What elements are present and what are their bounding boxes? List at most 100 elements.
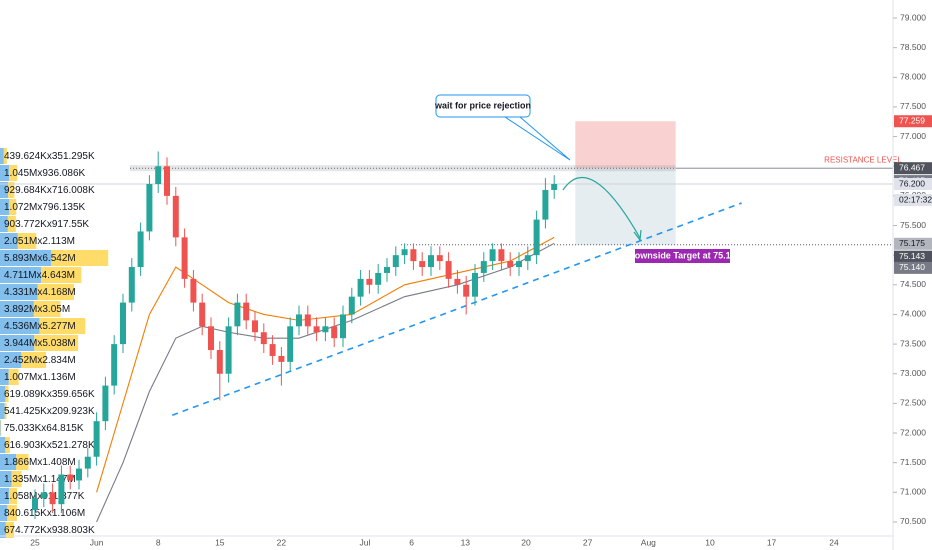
x-tick-label: Aug <box>641 537 656 547</box>
candle-body <box>49 492 56 505</box>
price-label-bg <box>894 115 932 128</box>
candle-body <box>304 314 311 327</box>
profile-sell <box>11 471 22 487</box>
y-tick-label: 77.500 <box>900 101 926 111</box>
candle-body <box>419 261 426 268</box>
profile-label: 840.615Kx1.106M <box>4 508 85 519</box>
candle-body <box>93 421 100 457</box>
profile-sell <box>33 301 61 317</box>
candle-body <box>146 184 153 232</box>
candle-body <box>383 267 390 273</box>
arrow-head <box>633 229 642 242</box>
profile-label: 4.536Mx5.277M <box>4 321 76 332</box>
profile-sell <box>21 352 46 368</box>
candle-body <box>322 326 329 333</box>
profile-buy <box>0 454 17 470</box>
y-tick-label: 78.000 <box>900 72 926 82</box>
x-tick-label: 25 <box>30 537 40 547</box>
profile-buy <box>0 471 12 487</box>
price-label-bg <box>894 250 932 263</box>
candle-body <box>489 249 496 262</box>
candle-body <box>436 255 443 262</box>
profile-sell <box>5 386 9 402</box>
candle-body <box>331 326 338 339</box>
callout-text: wait for price rejection <box>434 100 531 110</box>
y-tick-label: 74.500 <box>900 279 926 289</box>
candle-body <box>463 284 470 297</box>
candle-body <box>199 302 206 327</box>
x-tick-label: 10 <box>705 537 715 547</box>
profile-buy <box>0 233 18 249</box>
candle-body <box>260 332 267 345</box>
y-tick-label: 75.500 <box>900 220 926 230</box>
profile-sell <box>8 369 19 385</box>
profile-sell <box>7 505 17 521</box>
x-tick-label: 20 <box>521 537 531 547</box>
projection-arrow <box>562 176 641 239</box>
candle-body <box>181 237 188 279</box>
profile-sell <box>17 233 37 249</box>
candle-body <box>480 261 487 273</box>
candle-body <box>287 326 294 362</box>
profile-sell <box>37 284 74 300</box>
profile-label: 1.045Mx936.086K <box>4 168 86 179</box>
profile-sell <box>9 165 18 181</box>
candle-body <box>102 385 109 422</box>
resistance-label: RESISTANCE LEVEL <box>824 155 902 164</box>
countdown-bg <box>894 194 932 207</box>
candle-body <box>163 166 170 196</box>
profile-label: 929.684Kx716.008K <box>4 185 95 196</box>
profile-sell <box>4 403 7 419</box>
candle-body <box>251 320 258 333</box>
price-label: 75.143 <box>899 251 925 261</box>
candle-body <box>190 278 197 303</box>
candle-body <box>243 302 250 321</box>
profile-label: 903.772Kx917.55K <box>4 219 89 230</box>
candle-body <box>128 267 135 303</box>
candle-body <box>471 272 478 297</box>
profile-sell <box>40 267 82 283</box>
y-tick-label: 72.500 <box>900 398 926 408</box>
target-text: Downside Target at 75.14 <box>628 250 735 260</box>
candle-body <box>155 166 162 185</box>
x-tick-label: 6 <box>409 537 414 547</box>
price-label: 77.259 <box>899 115 925 125</box>
price-label-bg <box>894 261 932 274</box>
y-tick-label: 71.500 <box>900 457 926 467</box>
y-tick-label: 73.500 <box>900 338 926 348</box>
candle-body <box>172 195 179 238</box>
profile-label: 2.452Mx2.834M <box>4 355 76 366</box>
profile-buy <box>0 352 22 368</box>
profile-buy <box>0 386 6 402</box>
profile-buy <box>0 250 52 266</box>
profile-buy <box>0 199 10 215</box>
profile-sell <box>5 437 10 453</box>
profile-label: 439.624Kx351.295K <box>4 151 95 162</box>
profile-label: 1.866Mx1.408M <box>4 457 76 468</box>
candle-body <box>234 302 241 327</box>
candle-body <box>84 456 91 469</box>
profile-buy <box>0 420 1 436</box>
candle-body <box>515 261 522 268</box>
profile-sell <box>9 199 17 215</box>
profile-label: 4.711Mx4.643M <box>4 270 75 281</box>
y-tick-label: 74.000 <box>900 309 926 319</box>
candle-body <box>225 326 232 374</box>
x-tick-label: Jul <box>360 537 371 547</box>
candle-body <box>498 249 505 262</box>
candle-body <box>119 302 126 345</box>
candle-body <box>348 296 355 315</box>
profile-buy <box>0 301 34 317</box>
profile-buy <box>0 335 35 351</box>
profile-buy <box>0 522 6 538</box>
profile-buy <box>0 148 4 164</box>
candle-body <box>533 219 540 256</box>
y-tick-label: 70.500 <box>900 516 926 526</box>
candle-body <box>269 344 276 356</box>
price-label: 76.467 <box>899 162 925 172</box>
candle-body <box>339 314 346 339</box>
profile-label: 1.072Mx796.135K <box>4 202 86 213</box>
candle-body <box>410 249 417 262</box>
candle-body <box>31 498 38 511</box>
